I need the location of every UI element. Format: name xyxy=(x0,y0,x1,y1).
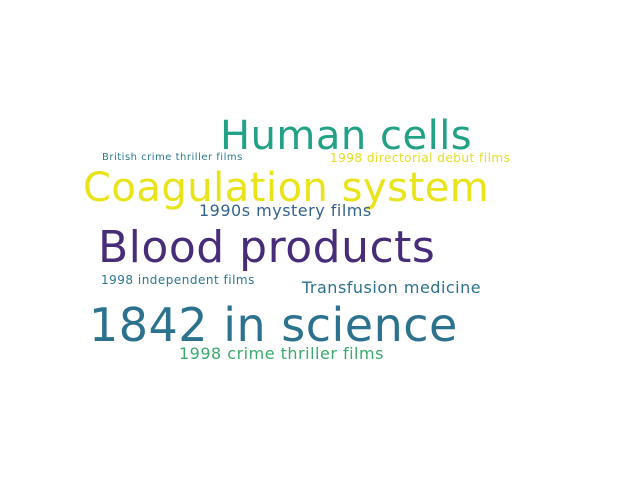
word-human-cells: Human cells xyxy=(220,113,473,159)
word-1842-in-science: 1842 in science xyxy=(89,298,458,352)
word-1998-independent-films: 1998 independent films xyxy=(101,273,255,287)
word-blood-products: Blood products xyxy=(98,222,436,273)
word-british-crime-thriller-films: British crime thriller films xyxy=(102,152,243,163)
word-1998-crime-thriller-films: 1998 crime thriller films xyxy=(179,344,384,363)
word-1990s-mystery-films: 1990s mystery films xyxy=(199,201,372,220)
word-coagulation-system: Coagulation system xyxy=(83,165,490,211)
word-transfusion-medicine: Transfusion medicine xyxy=(302,278,482,297)
word-1998-directorial-debut-films: 1998 directorial debut films xyxy=(330,151,511,165)
